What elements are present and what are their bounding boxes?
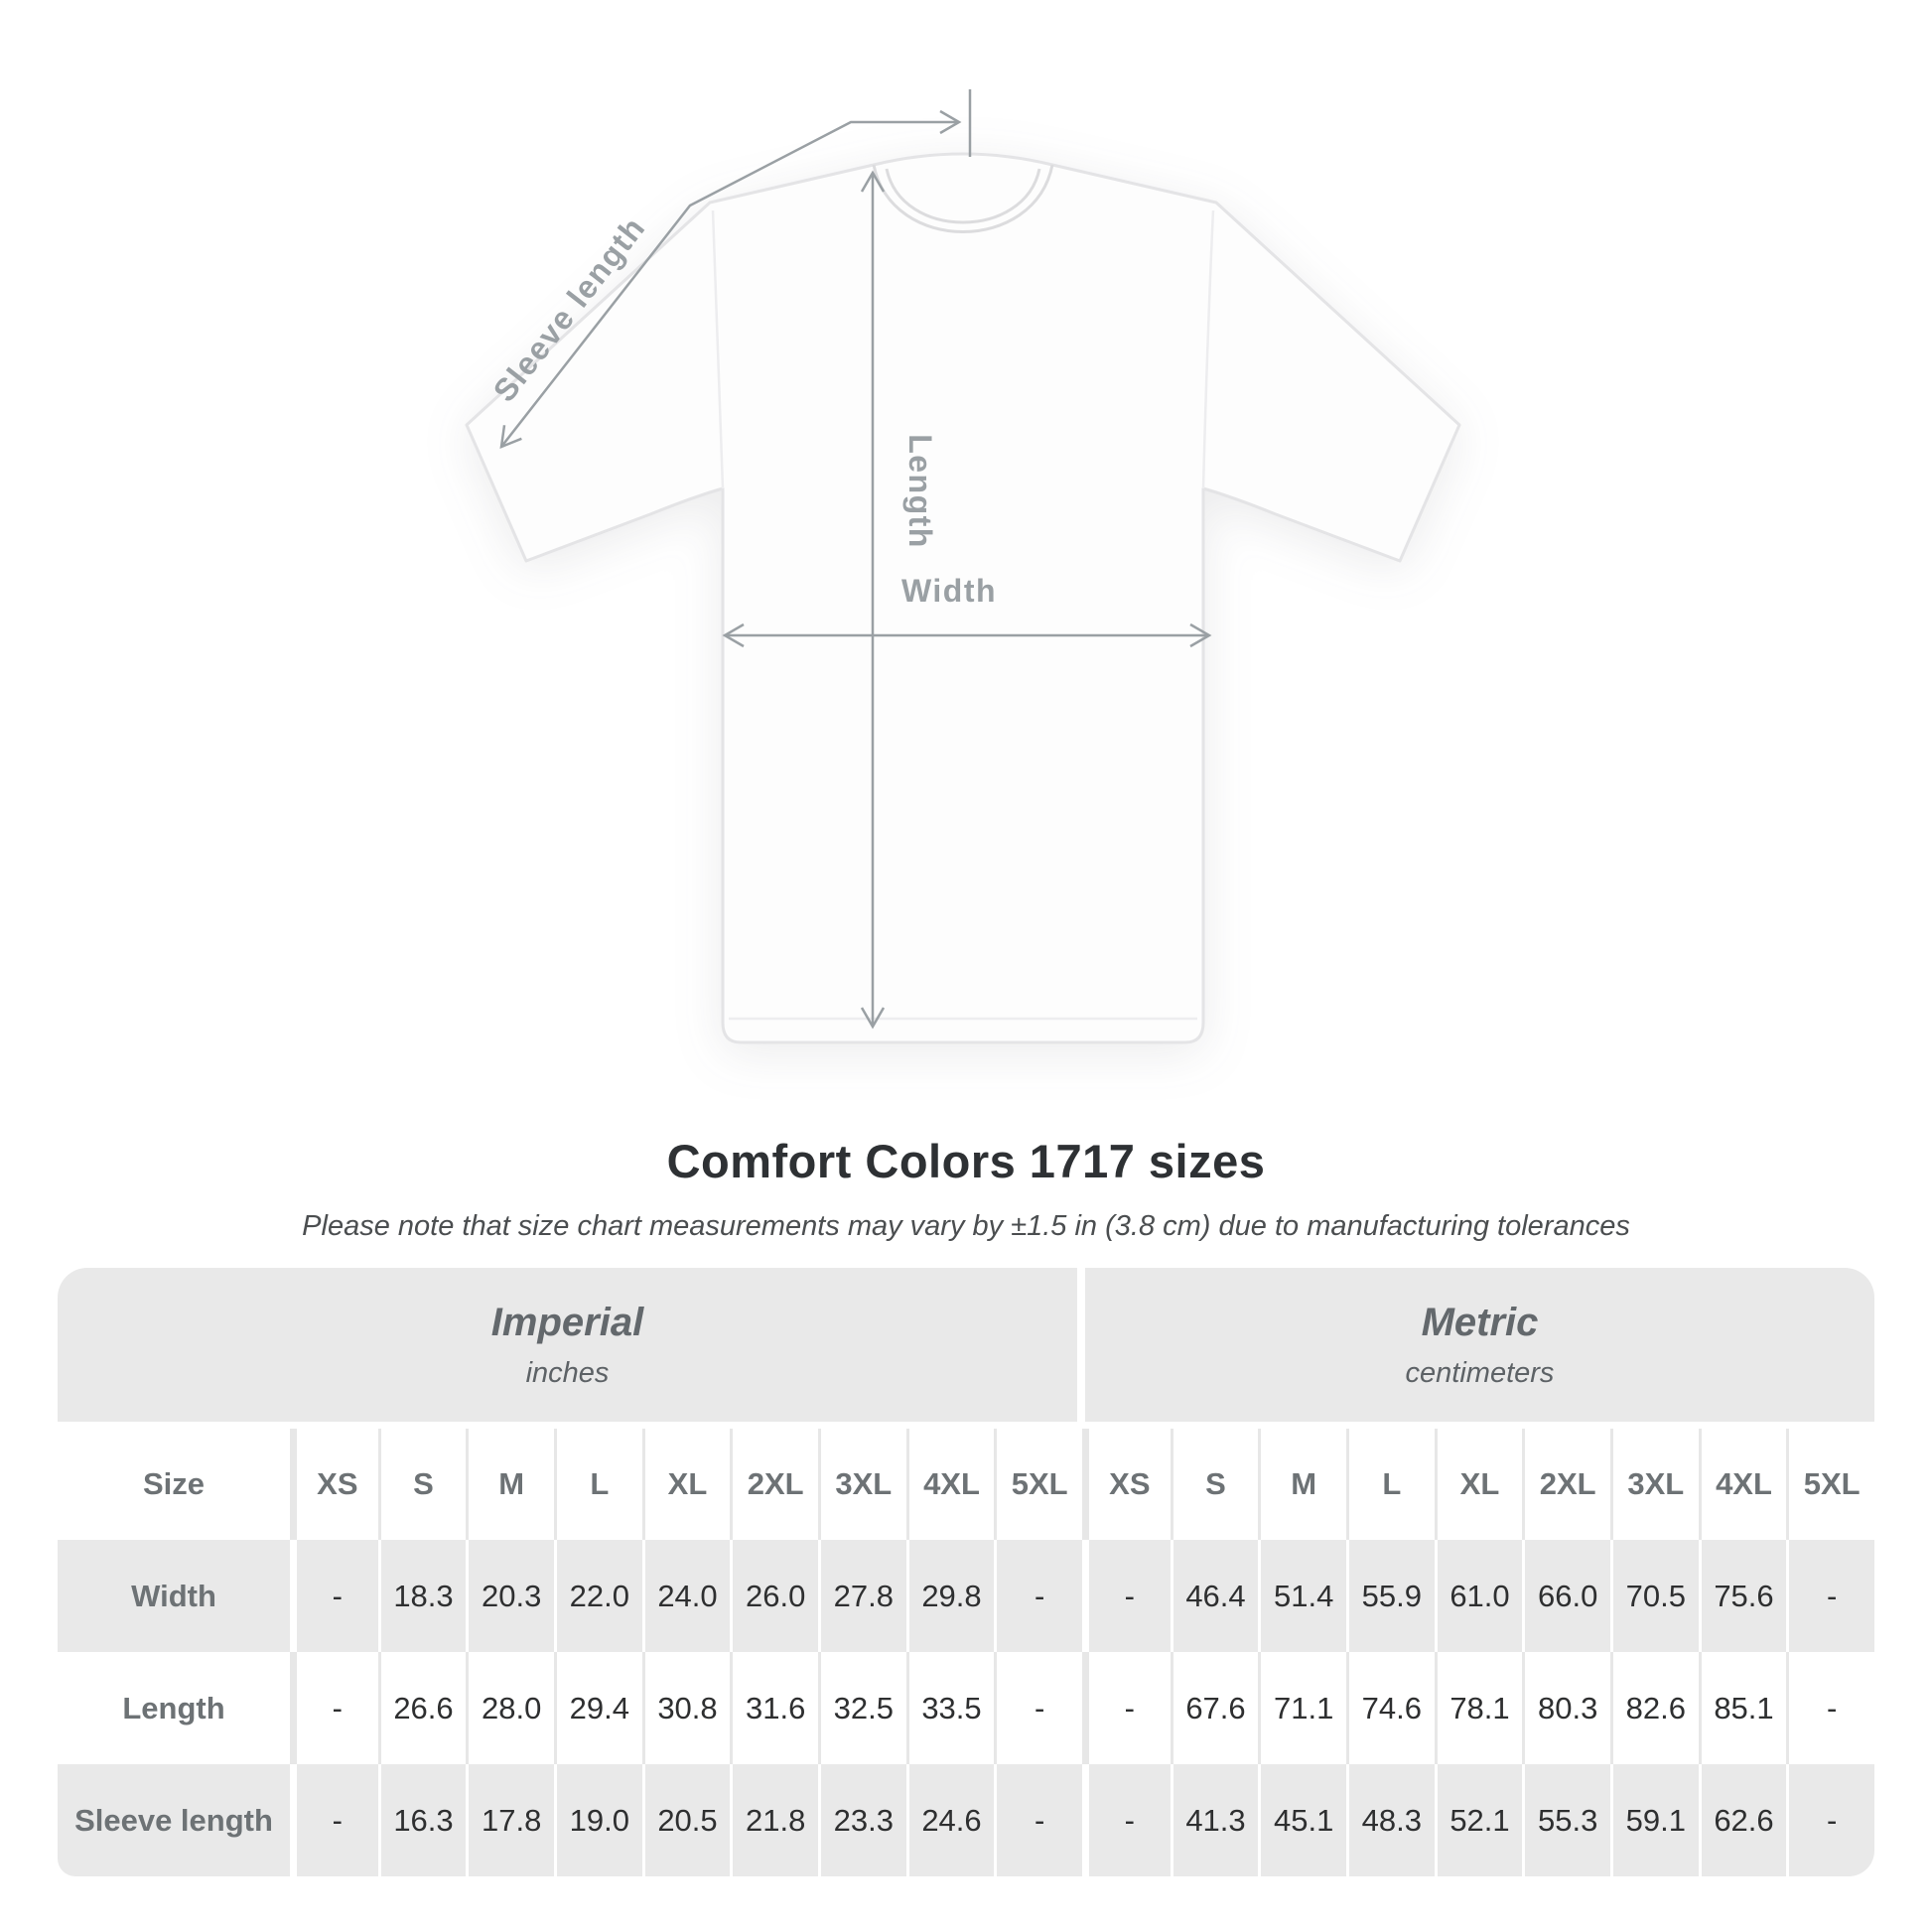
imperial-header: Imperial inches: [58, 1268, 1077, 1422]
metric-unit: centimeters: [1405, 1356, 1555, 1389]
value-imperial-length-s: 26.6: [377, 1652, 467, 1764]
value-imperial-width-l: 22.0: [553, 1540, 642, 1652]
value-imperial-length-2xl: 31.6: [730, 1652, 818, 1764]
value-metric-length-xl: 78.1: [1434, 1652, 1523, 1764]
value-metric-width-xl: 61.0: [1434, 1540, 1523, 1652]
unit-header-band: Imperial inches Metric centimeters: [58, 1268, 1874, 1422]
value-imperial-length-5xl: -: [994, 1652, 1082, 1764]
value-imperial-width-4xl: 29.8: [905, 1540, 995, 1652]
size-chart-table: Imperial inches Metric centimeters Size …: [58, 1268, 1874, 1876]
value-imperial-width-s: 18.3: [377, 1540, 467, 1652]
size-header-metric-xl: XL: [1434, 1429, 1523, 1540]
value-imperial-sleeve-length-xl: 20.5: [641, 1764, 731, 1876]
row-label-length: Length: [58, 1652, 290, 1764]
size-header-imperial-l: L: [553, 1429, 642, 1540]
value-metric-sleeve-length-xs: -: [1081, 1764, 1171, 1876]
row-label-sleeve-length: Sleeve length: [58, 1764, 290, 1876]
row-label-width: Width: [58, 1540, 290, 1652]
size-header-imperial-4xl: 4XL: [905, 1429, 995, 1540]
value-metric-width-5xl: -: [1786, 1540, 1874, 1652]
value-metric-length-5xl: -: [1786, 1652, 1874, 1764]
size-header-metric-l: L: [1345, 1429, 1435, 1540]
right-sleeve-seam: [1201, 209, 1215, 489]
size-column-label: Size: [58, 1429, 290, 1540]
value-imperial-sleeve-length-l: 19.0: [553, 1764, 642, 1876]
value-metric-length-m: 71.1: [1258, 1652, 1346, 1764]
value-imperial-length-m: 28.0: [466, 1652, 554, 1764]
value-metric-sleeve-length-3xl: 59.1: [1609, 1764, 1699, 1876]
value-metric-length-xs: -: [1081, 1652, 1171, 1764]
metric-header: Metric centimeters: [1085, 1268, 1874, 1422]
value-metric-sleeve-length-2xl: 55.3: [1522, 1764, 1610, 1876]
value-imperial-width-2xl: 26.0: [730, 1540, 818, 1652]
value-metric-width-l: 55.9: [1345, 1540, 1435, 1652]
value-metric-width-s: 46.4: [1170, 1540, 1259, 1652]
value-imperial-width-xs: -: [290, 1540, 378, 1652]
size-header-metric-s: S: [1170, 1429, 1259, 1540]
size-header-imperial-5xl: 5XL: [994, 1429, 1082, 1540]
value-metric-width-4xl: 75.6: [1698, 1540, 1787, 1652]
value-imperial-width-xl: 24.0: [641, 1540, 731, 1652]
tshirt-measurement-diagram: Sleeve length Length Width: [465, 89, 1461, 1044]
value-metric-length-3xl: 82.6: [1609, 1652, 1699, 1764]
size-header-imperial-3xl: 3XL: [817, 1429, 906, 1540]
length-label: Length: [902, 434, 938, 549]
value-metric-width-xs: -: [1081, 1540, 1171, 1652]
size-header-imperial-s: S: [377, 1429, 467, 1540]
size-header-imperial-xs: XS: [290, 1429, 378, 1540]
heading-block: Comfort Colors 1717 sizes Please note th…: [0, 1134, 1932, 1243]
value-metric-width-2xl: 66.0: [1522, 1540, 1610, 1652]
value-metric-width-3xl: 70.5: [1609, 1540, 1699, 1652]
size-header-imperial-xl: XL: [641, 1429, 731, 1540]
size-header-metric-2xl: 2XL: [1522, 1429, 1610, 1540]
size-header-imperial-2xl: 2XL: [730, 1429, 818, 1540]
value-metric-sleeve-length-xl: 52.1: [1434, 1764, 1523, 1876]
value-imperial-length-3xl: 32.5: [817, 1652, 906, 1764]
value-imperial-sleeve-length-xs: -: [290, 1764, 378, 1876]
value-imperial-width-m: 20.3: [466, 1540, 554, 1652]
size-header-metric-m: M: [1258, 1429, 1346, 1540]
value-imperial-width-3xl: 27.8: [817, 1540, 906, 1652]
value-imperial-sleeve-length-m: 17.8: [466, 1764, 554, 1876]
value-metric-sleeve-length-m: 45.1: [1258, 1764, 1346, 1876]
table-row-sleeve-length: Sleeve length -16.3 17.8 19.0 20.5 21.8 23.3 2…: [58, 1764, 1874, 1876]
value-imperial-sleeve-length-s: 16.3: [377, 1764, 467, 1876]
size-header-metric-5xl: 5XL: [1786, 1429, 1874, 1540]
value-metric-sleeve-length-4xl: 62.6: [1698, 1764, 1787, 1876]
imperial-title: Imperial: [490, 1300, 644, 1344]
metric-title: Metric: [1421, 1300, 1539, 1344]
size-header-imperial-m: M: [466, 1429, 554, 1540]
size-header-metric-3xl: 3XL: [1609, 1429, 1699, 1540]
value-metric-length-4xl: 85.1: [1698, 1652, 1787, 1764]
value-metric-sleeve-length-s: 41.3: [1170, 1764, 1259, 1876]
value-metric-width-m: 51.4: [1258, 1540, 1346, 1652]
table-row-length: Length -26.6 28.0 29.4 30.8 31.6 32.5 33.5- -67…: [58, 1652, 1874, 1764]
value-imperial-sleeve-length-5xl: -: [994, 1764, 1082, 1876]
sleeve-length-line: [499, 109, 962, 449]
page-title: Comfort Colors 1717 sizes: [666, 1135, 1266, 1187]
imperial-unit: inches: [525, 1356, 610, 1389]
value-imperial-length-xs: -: [290, 1652, 378, 1764]
value-imperial-width-5xl: -: [994, 1540, 1082, 1652]
tolerance-note: Please note that size chart measurements…: [302, 1210, 1630, 1242]
size-header-metric-4xl: 4XL: [1698, 1429, 1787, 1540]
value-imperial-length-xl: 30.8: [641, 1652, 731, 1764]
size-header-metric-xs: XS: [1081, 1429, 1171, 1540]
value-imperial-length-l: 29.4: [553, 1652, 642, 1764]
value-metric-length-s: 67.6: [1170, 1652, 1259, 1764]
value-metric-sleeve-length-l: 48.3: [1345, 1764, 1435, 1876]
value-metric-length-l: 74.6: [1345, 1652, 1435, 1764]
table-row-width: Width -18.3 20.3 22.0 24.0 26.0 27.8 29.8- -46.…: [58, 1540, 1874, 1652]
value-metric-sleeve-length-5xl: -: [1786, 1764, 1874, 1876]
value-imperial-sleeve-length-3xl: 23.3: [817, 1764, 906, 1876]
size-header-row: Size XS S M L XL 2XL 3XL 4XL 5XL XS S M L XL 2XL 3XL 4XL…: [58, 1429, 1874, 1540]
value-imperial-length-4xl: 33.5: [905, 1652, 995, 1764]
value-imperial-sleeve-length-2xl: 21.8: [730, 1764, 818, 1876]
width-label: Width: [901, 573, 997, 609]
value-metric-length-2xl: 80.3: [1522, 1652, 1610, 1764]
value-imperial-sleeve-length-4xl: 24.6: [905, 1764, 995, 1876]
